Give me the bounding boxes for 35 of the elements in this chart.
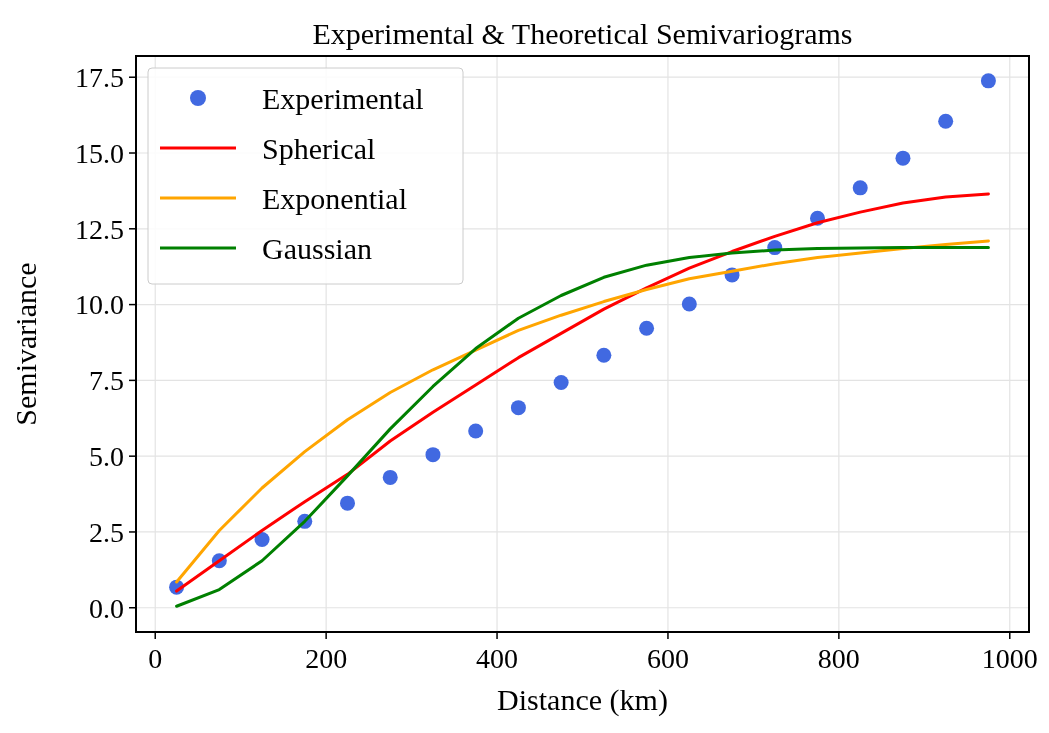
chart-title: Experimental & Theoretical Semivariograms [312,17,853,50]
y-axis-title: Semivariance [9,262,42,426]
point [382,469,398,485]
y-tick-label: 7.5 [89,365,124,397]
point [425,447,441,463]
point [596,347,612,363]
point [852,180,868,196]
point [980,73,996,89]
y-tick-label: 15.0 [75,137,124,169]
point [639,320,655,336]
point [340,495,355,511]
x-tick-label: 200 [305,643,348,674]
legend-label: Experimental [262,81,424,115]
x-tick-label: 600 [646,643,689,674]
x-tick-label: 0 [148,643,163,674]
y-tick-label: 10.0 [75,289,124,321]
point [254,532,270,548]
point [553,375,569,390]
x-tick-label: 800 [817,643,860,674]
legend-label: Spherical [262,131,376,165]
y-tick-label: 12.5 [75,213,124,245]
y-tick-label: 5.0 [89,440,124,472]
x-tick-label: 400 [476,643,519,674]
y-tick-label: 2.5 [89,516,124,548]
y-tick-label: 17.5 [75,62,124,94]
point [468,423,484,439]
x-tick-label: 1000 [981,643,1038,674]
legend-label: Gaussian [262,231,372,265]
y-tick-label: 0.0 [89,592,124,624]
legend-label: Exponential [262,181,407,215]
point [510,400,526,416]
point [938,113,954,129]
x-axis-title: Distance (km) [497,683,668,717]
point [895,150,911,166]
point [681,296,697,312]
